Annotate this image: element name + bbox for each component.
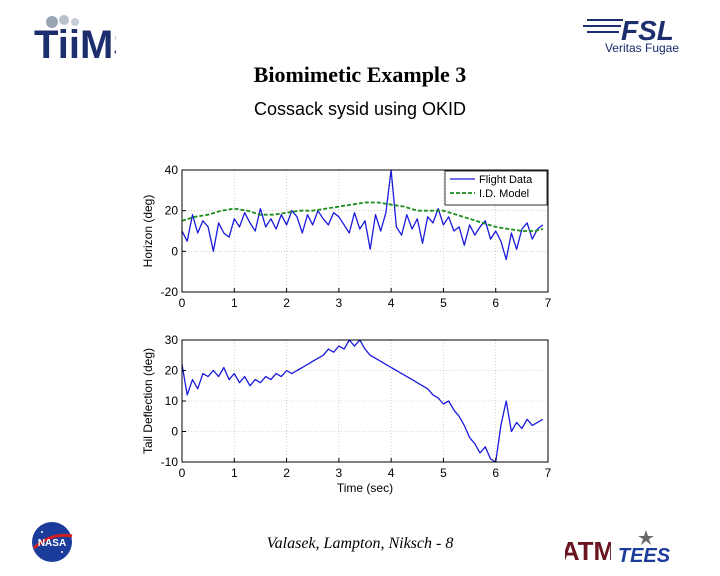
plot-frame bbox=[181, 169, 549, 293]
y-tick-label: 10 bbox=[165, 394, 179, 408]
y-tick-label: 0 bbox=[171, 244, 178, 258]
x-tick-label: 7 bbox=[545, 466, 552, 480]
slide-footer: Valasek, Lampton, Niksch - 8 bbox=[266, 535, 454, 552]
legend-entry: Flight Data bbox=[479, 174, 533, 186]
x-tick-label: 0 bbox=[179, 296, 186, 308]
tamu-logo: ATM bbox=[565, 536, 611, 566]
x-tick-label: 1 bbox=[231, 466, 238, 480]
slide-subtitle: Cossack sysid using OKID bbox=[253, 99, 467, 119]
x-tick-label: 6 bbox=[492, 466, 499, 480]
y-axis-label: Tail Deflection (deg) bbox=[141, 348, 155, 454]
tamu-logo-text: ATM bbox=[565, 536, 611, 566]
x-axis-label: Time (sec) bbox=[337, 481, 393, 495]
y-tick-label: -10 bbox=[161, 455, 179, 469]
nasa-logo: NASA bbox=[32, 522, 73, 562]
x-tick-label: 5 bbox=[440, 466, 447, 480]
x-tick-label: 7 bbox=[545, 296, 552, 308]
x-tick-label: 3 bbox=[336, 296, 343, 308]
y-tick-label: 40 bbox=[165, 163, 179, 177]
y-tick-label: 20 bbox=[165, 364, 179, 378]
tees-logo: TEES bbox=[618, 530, 671, 566]
x-tick-label: 0 bbox=[179, 466, 186, 480]
y-tick-label: 20 bbox=[165, 204, 179, 218]
tiims-logo-text: TiiMS bbox=[34, 23, 116, 62]
fsl-logo: FSL bbox=[583, 15, 674, 46]
x-tick-label: 4 bbox=[388, 466, 395, 480]
legend-box bbox=[444, 170, 548, 206]
y-axis-label: Horizon (deg) bbox=[141, 195, 155, 268]
slide-title: Biomimetic Example 3 bbox=[253, 62, 467, 87]
x-tick-label: 2 bbox=[283, 296, 290, 308]
x-tick-label: 2 bbox=[283, 466, 290, 480]
y-tick-label: 0 bbox=[171, 425, 178, 439]
x-tick-label: 3 bbox=[336, 466, 343, 480]
tiims-logo: TiiMS bbox=[34, 15, 116, 62]
legend-entry: I.D. Model bbox=[479, 188, 529, 200]
x-tick-label: 4 bbox=[388, 296, 395, 308]
nasa-logo-text: NASA bbox=[38, 538, 66, 549]
y-tick-label: -20 bbox=[161, 285, 179, 299]
y-tick-label: 30 bbox=[165, 333, 179, 347]
x-tick-label: 6 bbox=[492, 296, 499, 308]
fsl-logo-text: FSL bbox=[621, 15, 674, 46]
x-tick-label: 5 bbox=[440, 296, 447, 308]
x-tick-label: 1 bbox=[231, 296, 238, 308]
series-line-model bbox=[181, 201, 544, 232]
fsl-motto: Veritas Fugae bbox=[604, 41, 680, 55]
series-line-flight bbox=[181, 339, 544, 463]
tees-logo-text: TEES bbox=[618, 545, 671, 566]
